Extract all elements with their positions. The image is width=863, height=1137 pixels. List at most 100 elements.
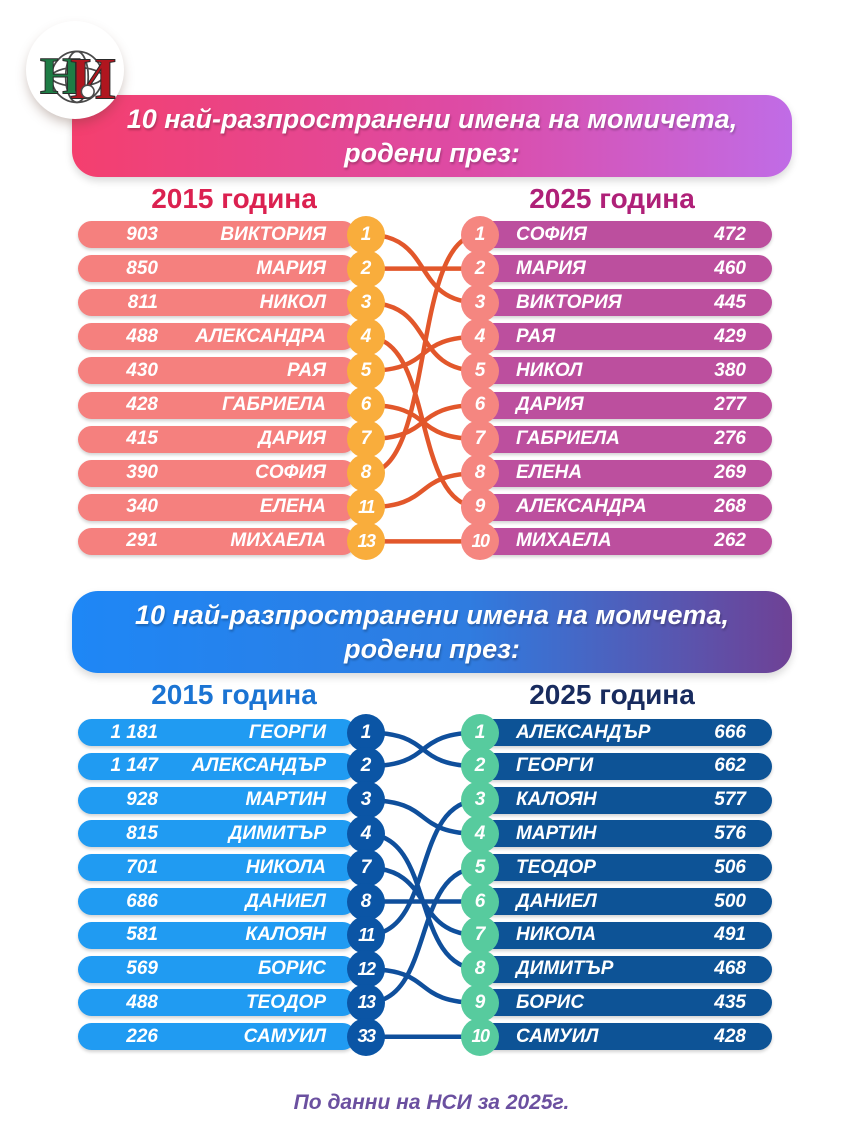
rank-row-left: 903 ВИКТОРИЯ bbox=[78, 221, 356, 248]
row-name: ВИКТОРИЯ bbox=[220, 223, 326, 245]
rank-badge-left: 4 bbox=[347, 814, 385, 853]
rank-row-right: МИХАЕЛА 262 bbox=[472, 527, 772, 555]
row-name: КАЛОЯН bbox=[245, 924, 326, 946]
rank-badge-right: 1 bbox=[461, 713, 499, 752]
rank-row-left: 569 БОРИС bbox=[78, 955, 356, 983]
rank-badge-left: 13 bbox=[347, 983, 385, 1022]
rank-row-left: 488 ТЕОДОР bbox=[78, 989, 356, 1017]
row-count: 569 bbox=[126, 958, 158, 980]
rank-row-right: АЛЕКСАНДЪР 666 bbox=[472, 719, 772, 746]
row-name: МАРТИН bbox=[516, 822, 597, 844]
rank-badge-right: 3 bbox=[461, 283, 499, 322]
rank-row-left: 581 КАЛОЯН bbox=[78, 921, 356, 949]
row-count: 435 bbox=[714, 991, 746, 1013]
nsi-logo: Н И bbox=[26, 21, 124, 119]
row-count: 340 bbox=[126, 496, 158, 518]
row-name: НИКОЛА bbox=[245, 856, 326, 878]
row-count: 430 bbox=[126, 359, 158, 381]
rank-badge-left: 4 bbox=[347, 317, 385, 356]
row-name: ДАРИЯ bbox=[516, 394, 584, 415]
rank-badge-right: 2 bbox=[461, 249, 499, 288]
row-name: ДИМИТЪР bbox=[516, 958, 614, 980]
row-count: 415 bbox=[126, 428, 158, 450]
rank-row-left: 1 147 АЛЕКСАНДЪР bbox=[78, 752, 356, 780]
row-count: 686 bbox=[126, 890, 158, 912]
girls-2015-header: 2015 година bbox=[151, 183, 317, 214]
rank-badge-right: 6 bbox=[461, 882, 499, 921]
rank-badge-left: 3 bbox=[347, 283, 385, 322]
row-name: МАРТИН bbox=[245, 789, 327, 811]
row-count: 468 bbox=[714, 958, 746, 980]
rank-badge-right: 8 bbox=[461, 950, 499, 989]
row-name: НИКОЛ bbox=[259, 291, 326, 313]
row-name: ДАНИЕЛ bbox=[245, 890, 326, 912]
rank-row-left: 1 181 ГЕОРГИ bbox=[78, 719, 356, 746]
rank-badge-left: 2 bbox=[347, 249, 385, 288]
rank-badge-right: 3 bbox=[461, 781, 499, 820]
boys-2025-header: 2025 година bbox=[529, 679, 695, 710]
row-count: 850 bbox=[126, 257, 158, 279]
row-name: СОФИЯ bbox=[516, 223, 587, 245]
row-count: 488 bbox=[126, 325, 158, 347]
row-name: МАРИЯ bbox=[516, 257, 586, 279]
row-count: 701 bbox=[126, 856, 158, 878]
girls-2025-header: 2025 година bbox=[529, 183, 695, 214]
rank-badge-left: 11 bbox=[347, 488, 385, 527]
rank-row-right: КАЛОЯН 577 bbox=[472, 786, 772, 814]
row-name: МАРИЯ bbox=[256, 257, 326, 279]
rank-badge-left: 2 bbox=[347, 747, 385, 786]
rank-row-right: ВИКТОРИЯ 445 bbox=[472, 289, 772, 317]
row-name: БОРИС bbox=[257, 958, 326, 980]
row-name: КАЛОЯН bbox=[516, 789, 597, 811]
row-name: СОФИЯ bbox=[255, 462, 326, 484]
rank-badge-right: 7 bbox=[461, 420, 499, 459]
rank-badge-left: 12 bbox=[347, 950, 385, 989]
row-count: 491 bbox=[714, 924, 746, 946]
rank-badge-left: 13 bbox=[347, 522, 385, 561]
row-name: БОРИС bbox=[516, 991, 585, 1013]
rank-row-left: 850 МАРИЯ bbox=[78, 255, 356, 283]
rank-row-right: МАРТИН 576 bbox=[472, 820, 772, 848]
row-name: ВИКТОРИЯ bbox=[516, 291, 622, 313]
rank-badge-right: 8 bbox=[461, 454, 499, 493]
row-count: 928 bbox=[126, 789, 158, 811]
rank-badge-left: 1 bbox=[347, 215, 385, 254]
row-count: 581 bbox=[126, 924, 158, 946]
row-name: САМУИЛ bbox=[243, 1025, 326, 1047]
row-count: 1 147 bbox=[110, 755, 158, 777]
rank-badge-right: 6 bbox=[461, 386, 499, 424]
row-count: 269 bbox=[714, 462, 746, 484]
rank-badge-right: 5 bbox=[461, 351, 499, 390]
row-name: АЛЕКСАНДЪР bbox=[191, 755, 326, 777]
rank-badge-left: 8 bbox=[347, 454, 385, 493]
rank-row-right: САМУИЛ 428 bbox=[472, 1023, 772, 1051]
rank-row-left: 811 НИКОЛ bbox=[78, 289, 356, 317]
rank-row-left: 701 НИКОЛА bbox=[78, 854, 356, 882]
row-name: ЕЛЕНА bbox=[516, 462, 583, 484]
row-name: НИКОЛ bbox=[516, 359, 583, 381]
row-name: ГАБРИЕЛА bbox=[516, 428, 620, 450]
rank-row-right: ГАБРИЕЛА 276 bbox=[472, 425, 772, 453]
row-count: 268 bbox=[714, 496, 746, 518]
row-name: РАЯ bbox=[516, 325, 556, 347]
rank-badge-right: 10 bbox=[461, 1017, 499, 1056]
row-count: 226 bbox=[126, 1025, 158, 1047]
rank-row-left: 430 РАЯ bbox=[78, 357, 356, 385]
boys-banner-line2: родени през: bbox=[344, 634, 520, 664]
rank-row-right: АЛЕКСАНДРА 268 bbox=[472, 493, 772, 521]
row-count: 429 bbox=[714, 325, 746, 347]
row-count: 815 bbox=[126, 822, 158, 844]
row-count: 576 bbox=[714, 822, 746, 844]
rank-badge-left: 6 bbox=[347, 386, 385, 424]
rank-row-right: ЕЛЕНА 269 bbox=[472, 459, 772, 487]
logo-letter-i: И bbox=[70, 46, 116, 111]
row-count: 277 bbox=[714, 394, 746, 415]
row-count: 488 bbox=[126, 991, 158, 1013]
nsi-logo-graphic: Н И bbox=[39, 46, 116, 112]
girls-banner-line2: родени през: bbox=[344, 138, 520, 168]
row-count: 472 bbox=[714, 223, 746, 245]
rank-badge-left: 33 bbox=[347, 1017, 385, 1056]
rank-badge-right: 9 bbox=[461, 983, 499, 1022]
row-name: АЛЕКСАНДРА bbox=[195, 325, 326, 347]
